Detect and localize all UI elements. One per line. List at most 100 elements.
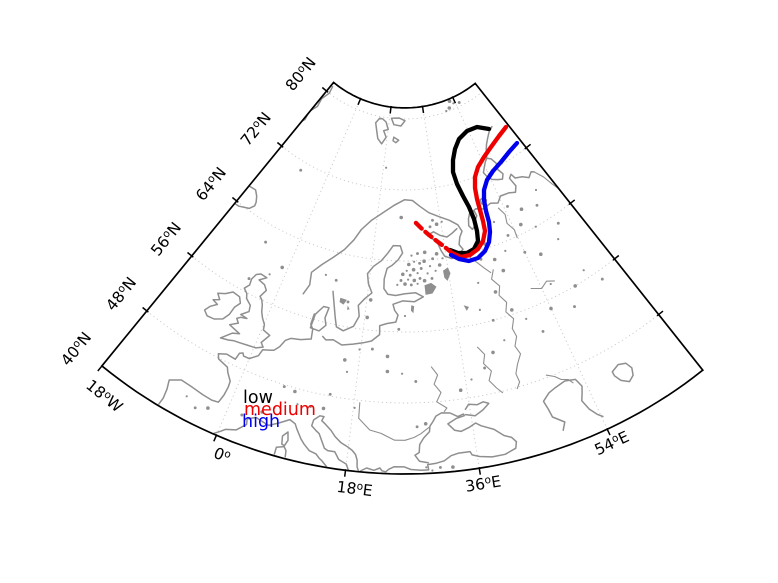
lake-dot	[410, 254, 413, 257]
lake-dot	[534, 188, 538, 192]
lake-dot	[260, 410, 264, 414]
map-boundary	[100, 81, 705, 475]
lake-dot	[549, 282, 552, 286]
river-line	[533, 171, 632, 244]
lake	[410, 305, 415, 314]
coastline	[310, 415, 360, 473]
lat-label-56N: 56oN	[147, 219, 185, 260]
lake-dot	[418, 276, 422, 280]
lake-dot	[206, 406, 210, 410]
lake-dot	[268, 273, 271, 276]
river-line	[358, 402, 430, 441]
coastline	[467, 210, 478, 231]
lake-dot	[309, 405, 312, 408]
lake-dot	[293, 389, 297, 394]
legend-item-medium: medium	[244, 400, 316, 420]
lake-dot	[264, 240, 268, 244]
lake-dot	[407, 278, 410, 281]
lake-dot	[343, 358, 347, 362]
lake-dot	[434, 252, 439, 256]
lake	[443, 267, 451, 281]
lake-dot	[493, 290, 498, 294]
lake-dot	[447, 106, 452, 110]
coastline	[359, 440, 518, 473]
lake-dot	[425, 466, 428, 469]
lake-dot	[557, 238, 560, 241]
lon-label-18E: 18oE	[336, 478, 374, 500]
lake-dot	[346, 300, 350, 304]
lat-label-80N: 80oN	[282, 54, 320, 95]
lake	[347, 305, 350, 310]
coastline	[542, 378, 604, 431]
lake-dot	[491, 318, 495, 322]
lake-dot	[328, 392, 332, 396]
lake-dot	[506, 233, 510, 237]
lake-dot	[519, 207, 524, 211]
lake-dot	[358, 348, 361, 351]
lake-dot	[492, 220, 496, 224]
lake-dot	[430, 276, 434, 280]
lake-dot	[440, 220, 443, 223]
lake-dot	[299, 168, 303, 172]
coastline	[611, 362, 634, 383]
lake-dot	[423, 422, 428, 426]
lake-dot	[510, 308, 514, 312]
lake-dot	[280, 265, 285, 270]
coastline	[374, 117, 389, 145]
river-line	[530, 280, 555, 290]
lake-dot	[403, 282, 407, 286]
legend-item-low: low	[243, 388, 273, 408]
lake-dot	[434, 269, 437, 272]
lake-dot	[438, 465, 442, 469]
coastline	[321, 244, 425, 346]
graticule-parallel	[146, 310, 659, 404]
lake-dot	[501, 268, 506, 273]
lake-dot	[447, 99, 452, 103]
lake-dot	[431, 469, 434, 472]
lake-dot	[408, 273, 412, 277]
lake-dot	[573, 305, 576, 309]
lake-dot	[431, 257, 435, 261]
lake-dot	[247, 277, 251, 281]
lake-dot	[535, 203, 539, 207]
lake-dot	[416, 272, 419, 275]
lake-dot	[600, 277, 604, 281]
coastline	[309, 305, 330, 332]
river-line	[545, 374, 574, 384]
coastline	[302, 199, 464, 295]
lake-dot	[370, 347, 374, 351]
lake-dot	[523, 250, 527, 254]
lake-dot	[409, 283, 413, 287]
river-line	[497, 207, 518, 239]
lake-dot	[478, 308, 481, 311]
lake-dot	[401, 272, 405, 277]
lake-dot	[368, 298, 373, 302]
lake-dot	[407, 262, 411, 267]
coastlines	[158, 85, 634, 473]
lake-dot	[401, 372, 404, 375]
coastline	[281, 431, 289, 447]
lake-dot	[445, 109, 448, 113]
lake-dot	[573, 284, 577, 288]
lake-dot	[385, 166, 388, 169]
lake-dot	[414, 380, 418, 383]
lake-dot	[457, 101, 461, 104]
lake	[463, 305, 469, 311]
lake-dot	[415, 425, 419, 429]
lake-dot	[556, 221, 560, 225]
lake-dot	[451, 465, 455, 469]
graticule-meridian	[452, 97, 608, 430]
lake-dot	[470, 378, 473, 381]
lake-dot	[541, 329, 545, 333]
lake-dot	[416, 282, 419, 285]
lake-dot	[240, 413, 244, 417]
river-line	[430, 366, 448, 413]
lake-dot	[385, 354, 390, 359]
lake-dot	[418, 261, 422, 265]
river-line	[491, 269, 522, 390]
lake-dot	[296, 403, 299, 406]
